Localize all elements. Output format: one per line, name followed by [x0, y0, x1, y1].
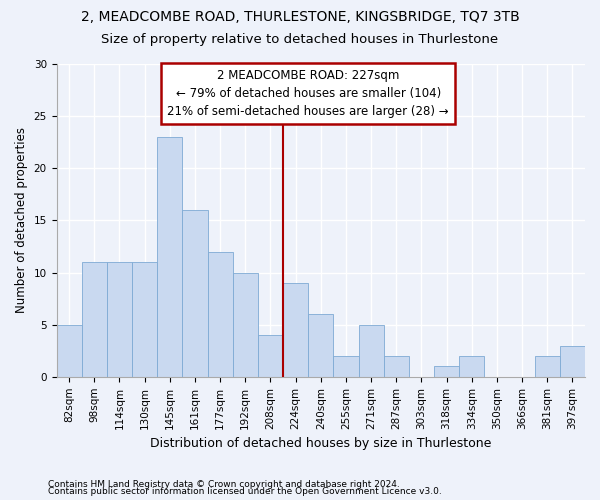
- Bar: [157, 137, 182, 377]
- Text: Size of property relative to detached houses in Thurlestone: Size of property relative to detached ho…: [101, 32, 499, 46]
- Text: Contains HM Land Registry data © Crown copyright and database right 2024.: Contains HM Land Registry data © Crown c…: [48, 480, 400, 489]
- Bar: [459, 356, 484, 377]
- Bar: [258, 335, 283, 377]
- Bar: [535, 356, 560, 377]
- Text: 2 MEADCOMBE ROAD: 227sqm
← 79% of detached houses are smaller (104)
21% of semi-: 2 MEADCOMBE ROAD: 227sqm ← 79% of detach…: [167, 69, 449, 118]
- Bar: [334, 356, 359, 377]
- Bar: [434, 366, 459, 377]
- Bar: [233, 272, 258, 377]
- Bar: [308, 314, 334, 377]
- Bar: [383, 356, 409, 377]
- Bar: [132, 262, 157, 377]
- Text: 2, MEADCOMBE ROAD, THURLESTONE, KINGSBRIDGE, TQ7 3TB: 2, MEADCOMBE ROAD, THURLESTONE, KINGSBRI…: [80, 10, 520, 24]
- Bar: [107, 262, 132, 377]
- Bar: [208, 252, 233, 377]
- Bar: [359, 324, 383, 377]
- Y-axis label: Number of detached properties: Number of detached properties: [15, 128, 28, 314]
- Text: Contains public sector information licensed under the Open Government Licence v3: Contains public sector information licen…: [48, 487, 442, 496]
- Bar: [560, 346, 585, 377]
- Bar: [283, 283, 308, 377]
- X-axis label: Distribution of detached houses by size in Thurlestone: Distribution of detached houses by size …: [150, 437, 491, 450]
- Bar: [182, 210, 208, 377]
- Bar: [82, 262, 107, 377]
- Bar: [56, 324, 82, 377]
